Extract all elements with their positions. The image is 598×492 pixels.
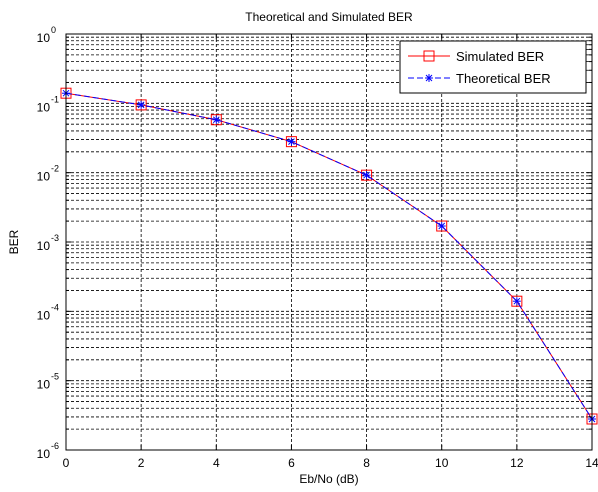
data-point-theoretical-ber bbox=[362, 171, 371, 180]
star-stroke bbox=[288, 138, 295, 146]
legend: Simulated BER Theoretical BER bbox=[399, 40, 587, 94]
y-tick-base: 10 bbox=[37, 170, 51, 184]
y-tick-label: 10-4 bbox=[37, 302, 59, 322]
data-point-theoretical-ber bbox=[437, 222, 446, 231]
legend-box bbox=[399, 40, 587, 94]
y-tick-base: 10 bbox=[37, 100, 51, 114]
data-point-simulated-ber bbox=[361, 169, 373, 181]
y-tick-base: 10 bbox=[37, 31, 51, 45]
y-tick-exponent: -6 bbox=[51, 441, 59, 451]
x-tick-label: 0 bbox=[63, 456, 70, 470]
data-point-theoretical-ber bbox=[137, 100, 146, 109]
legend-marker bbox=[423, 50, 435, 62]
data-point-simulated-ber bbox=[285, 136, 297, 148]
y-tick-exponent: -2 bbox=[51, 164, 59, 174]
data-point-simulated-ber bbox=[511, 295, 523, 307]
grid bbox=[66, 34, 592, 450]
y-tick-label: 10-1 bbox=[37, 94, 59, 114]
y-tick-exponent: -1 bbox=[51, 94, 59, 104]
data-point-theoretical-ber bbox=[287, 137, 296, 146]
y-tick-label: 10-2 bbox=[37, 164, 59, 184]
star-stroke bbox=[137, 101, 145, 109]
y-tick-exponent: -5 bbox=[51, 372, 59, 382]
y-axis-label: BER bbox=[7, 229, 21, 254]
series-line-theoretical-ber bbox=[65, 92, 593, 420]
y-tick-label: 10-5 bbox=[37, 372, 59, 392]
ticks bbox=[65, 34, 593, 451]
legend-item-theoretical-ber: Theoretical BER bbox=[408, 71, 551, 86]
y-tick-base: 10 bbox=[37, 447, 51, 461]
y-tick-base: 10 bbox=[37, 308, 51, 322]
legend-marker bbox=[425, 74, 433, 82]
x-axis-label: Eb/No (dB) bbox=[299, 472, 358, 486]
x-tick-label: 2 bbox=[138, 456, 145, 470]
y-tick-label: 10-6 bbox=[37, 441, 59, 461]
x-tick-labels: 0 2 4 6 8 10 12 14 bbox=[63, 456, 598, 470]
x-tick-label: 4 bbox=[213, 456, 220, 470]
x-tick-label: 8 bbox=[363, 456, 370, 470]
star-stroke bbox=[438, 222, 446, 230]
data-point-simulated-ber bbox=[135, 99, 147, 111]
star-stroke bbox=[212, 116, 220, 124]
y-tick-base: 10 bbox=[37, 378, 51, 392]
data-point-simulated-ber bbox=[210, 114, 222, 126]
star-stroke bbox=[425, 74, 433, 82]
y-tick-exponent: -4 bbox=[51, 302, 59, 312]
legend-item-simulated-ber: Simulated BER bbox=[408, 49, 544, 64]
star-stroke bbox=[363, 171, 370, 179]
series-layer bbox=[60, 87, 598, 425]
star-stroke bbox=[513, 297, 521, 305]
y-tick-label: 10-3 bbox=[37, 233, 59, 253]
y-tick-exponent: 0 bbox=[51, 25, 56, 35]
y-tick-exponent: -3 bbox=[51, 233, 59, 243]
chart-title: Theoretical and Simulated BER bbox=[245, 10, 413, 24]
x-tick-label: 12 bbox=[510, 456, 524, 470]
x-tick-label: 6 bbox=[288, 456, 295, 470]
data-point-theoretical-ber bbox=[212, 115, 221, 124]
x-tick-label: 10 bbox=[435, 456, 449, 470]
legend-label: Theoretical BER bbox=[456, 71, 551, 86]
y-tick-label: 100 bbox=[37, 25, 56, 45]
y-tick-base: 10 bbox=[37, 239, 51, 253]
legend-label: Simulated BER bbox=[456, 49, 544, 64]
x-tick-label: 14 bbox=[585, 456, 598, 470]
data-point-theoretical-ber bbox=[512, 297, 521, 306]
data-point-simulated-ber bbox=[436, 220, 448, 232]
